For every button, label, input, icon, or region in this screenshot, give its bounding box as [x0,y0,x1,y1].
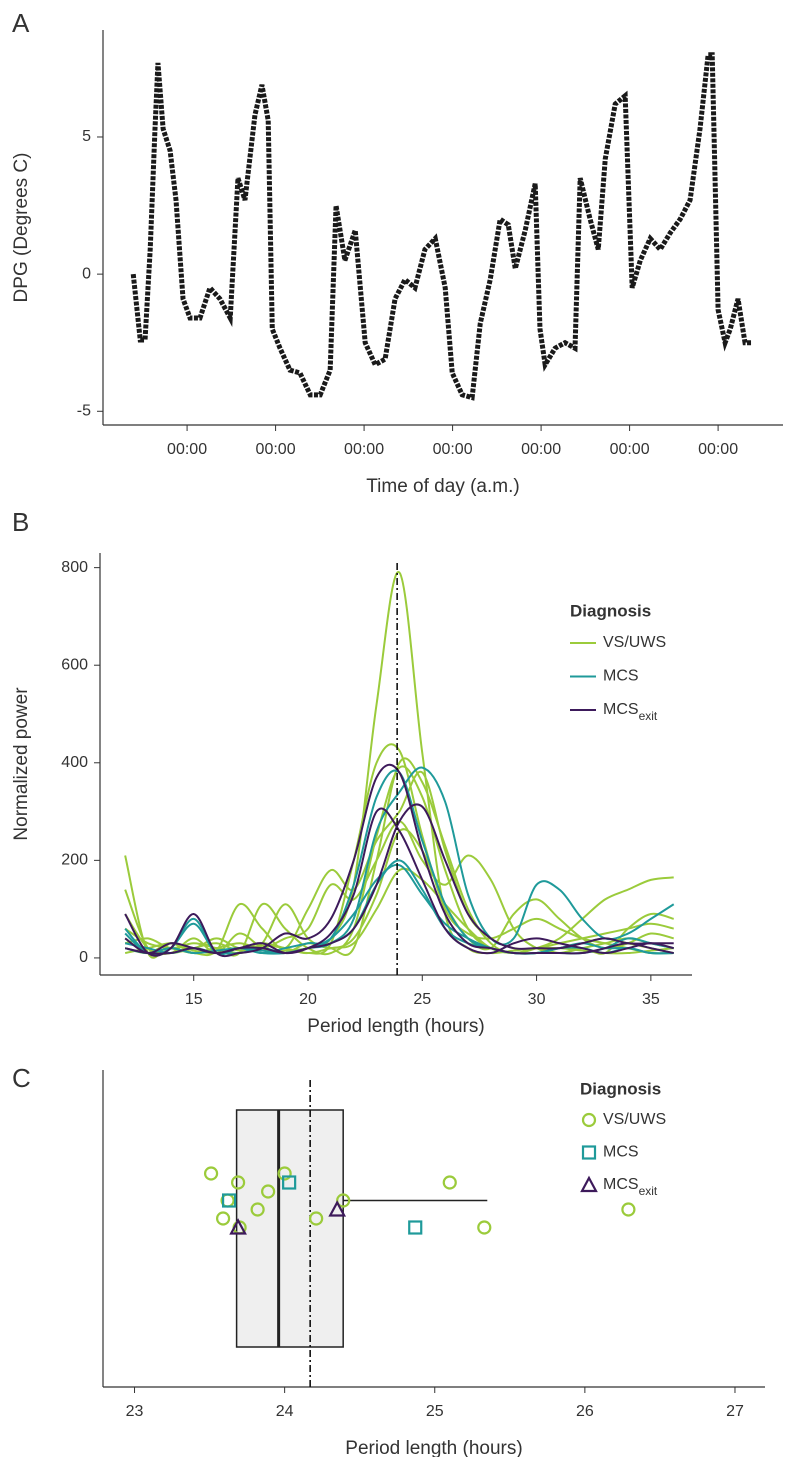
legend-marker [581,1112,597,1128]
x-tick-label: 30 [528,991,546,1008]
power-curve [124,807,674,955]
legend-label: MCS [603,1144,639,1161]
point [282,1175,297,1190]
point [215,1211,231,1226]
legend-label-text: MCS [603,1144,639,1161]
legend-title: Diagnosis [570,601,651,620]
legend-label: MCSexit [603,1176,658,1198]
legend-label-subscript: exit [639,1184,658,1198]
legend-label-text: VS/UWS [603,634,666,651]
legend-label: MCS [603,668,639,685]
point [203,1166,219,1181]
panel-label: C [12,1063,31,1093]
point [250,1202,265,1217]
point [309,1211,324,1226]
legend-label: VS/UWS [603,634,666,651]
panel-label: A [12,8,30,38]
power-curve [124,803,674,955]
y-tick-label: 0 [82,265,91,282]
x-tick-label: 23 [126,1403,144,1420]
y-axis-title: Normalized power [11,687,32,841]
x-tick-label: 00:00 [167,441,207,458]
point [477,1220,492,1235]
temperature-trace [130,52,753,401]
x-tick-label: 00:00 [433,441,473,458]
x-tick-label: 00:00 [256,441,296,458]
y-tick-label: 600 [61,656,88,673]
power-curve [124,820,674,955]
x-tick-label: 25 [413,991,431,1008]
legend-label-text: MCS [603,668,639,685]
point [442,1175,457,1190]
box [235,1109,344,1348]
x-axis-title: Period length (hours) [307,1016,484,1037]
legend-label-subscript: exit [639,709,658,723]
point [328,1200,347,1217]
x-tick-label: 26 [576,1403,594,1420]
point [231,1175,246,1190]
point [277,1166,292,1181]
x-tick-label: 24 [276,1403,294,1420]
legend-marker [580,1175,598,1193]
point [261,1184,276,1199]
x-tick-label: 00:00 [521,441,561,458]
x-axis-title: Time of day (a.m.) [366,476,519,497]
x-axis-title: Period length (hours) [345,1438,522,1457]
panel-label: B [12,507,29,537]
y-tick-label: 0 [79,949,88,966]
legend-label-text: MCS [603,1176,639,1193]
point [229,1218,247,1235]
y-tick-label: -5 [77,403,91,420]
x-tick-label: 15 [185,991,203,1008]
x-tick-label: 25 [426,1403,444,1420]
legend-label-text: VS/UWS [603,1111,666,1128]
legend-title: Diagnosis [580,1079,661,1098]
y-tick-label: 5 [82,128,91,145]
x-tick-label: 35 [642,991,660,1008]
legend-label: VS/UWS [603,1111,666,1128]
x-tick-label: 00:00 [698,441,738,458]
legend-label-text: MCS [603,701,639,718]
x-tick-label: 00:00 [344,441,384,458]
point [408,1220,423,1235]
x-tick-label: 00:00 [610,441,650,458]
legend-label: MCSexit [603,701,658,723]
x-tick-label: 27 [726,1403,744,1420]
y-tick-label: 400 [61,754,88,771]
x-tick-label: 20 [299,991,317,1008]
point [621,1202,636,1217]
point [221,1193,237,1208]
power-curve [124,757,674,957]
legend-marker [581,1145,597,1160]
y-tick-label: 800 [61,559,88,576]
power-curve [124,769,674,956]
y-tick-label: 200 [61,852,88,869]
y-axis-title: DPG (Degrees C) [11,153,32,303]
power-curve [124,743,674,956]
